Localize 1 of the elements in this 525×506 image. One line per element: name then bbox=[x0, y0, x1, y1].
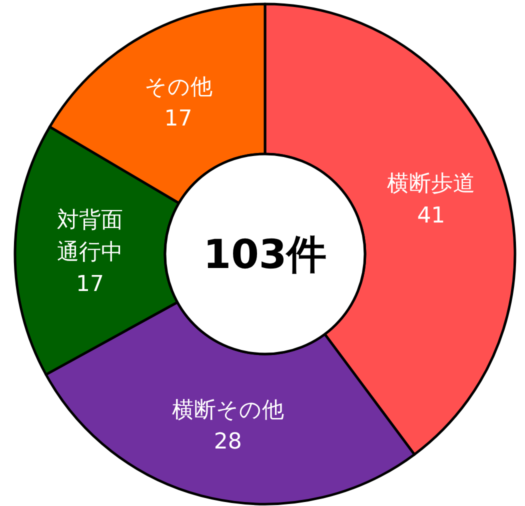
text: 103件 bbox=[203, 232, 327, 278]
